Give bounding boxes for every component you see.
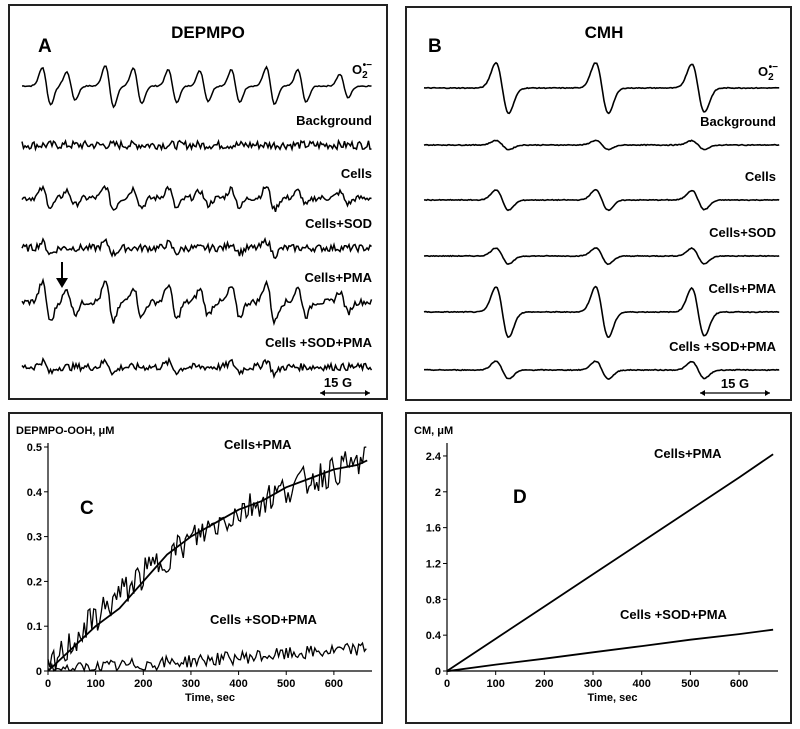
epr-trace-a-2: [21, 184, 372, 213]
panel-letter-d: D: [513, 487, 527, 508]
y-tick-label: 0: [36, 666, 42, 678]
arrow-down-icon: [56, 278, 68, 288]
series-line-cells-sod-pma: [47, 641, 367, 673]
series-line-cells-sod-pma: [446, 628, 774, 673]
y-tick-label: 2.4: [426, 451, 442, 463]
x-tick-label: 500: [277, 678, 295, 690]
epr-trace-b-0: [423, 61, 780, 115]
y-tick-label: 1.6: [426, 523, 441, 535]
series-label-cells-sod-pma: Cells +SOD+PMA: [210, 612, 318, 627]
trace-label-a: Background: [296, 113, 372, 128]
x-tick-label: 300: [584, 678, 602, 690]
scale-label-a: 15 G: [324, 375, 352, 390]
epr-trace-b-4: [423, 285, 780, 339]
x-tick-label: 100: [86, 678, 104, 690]
y-tick-label: 1.2: [426, 558, 441, 570]
epr-trace-b-1: [423, 139, 780, 151]
panel-title-cmh: CMH: [585, 23, 624, 42]
x-axis-label: Time, sec: [185, 692, 235, 704]
trace-label-b: Cells: [745, 169, 776, 184]
x-tick-label: 600: [730, 678, 748, 690]
y-axis-label: CM, μM: [414, 425, 453, 437]
epr-trace-b-3: [423, 247, 780, 266]
x-tick-label: 600: [325, 678, 343, 690]
epr-trace-a-0: [21, 65, 372, 109]
y-tick-label: 0.8: [426, 594, 441, 606]
series-label-cells-pma: Cells+PMA: [224, 437, 292, 452]
y-tick-label: 0.2: [27, 576, 42, 588]
epr-trace-a-3: [21, 236, 372, 260]
panel-d: [405, 412, 792, 724]
x-tick-label: 0: [444, 678, 450, 690]
trace-label-b: Cells +SOD+PMA: [669, 339, 777, 354]
trace-label-b: Background: [700, 114, 776, 129]
trace-label-radical: O2•−: [352, 60, 372, 81]
trace-label-a: Cells+SOD: [305, 216, 372, 231]
epr-trace-a-1: [21, 138, 372, 152]
y-tick-label: 2: [435, 487, 441, 499]
epr-trace-a-4: [21, 277, 373, 326]
x-tick-label: 200: [535, 678, 553, 690]
x-axis-label: Time, sec: [588, 692, 638, 704]
x-tick-label: 300: [182, 678, 200, 690]
y-tick-label: 0.4: [27, 487, 43, 499]
series-label-cells-pma: Cells+PMA: [654, 446, 722, 461]
panel-letter-b: B: [428, 36, 442, 57]
trace-label-a: Cells: [341, 166, 372, 181]
x-tick-label: 0: [45, 678, 51, 690]
series-line-cells-pma: [47, 459, 368, 672]
trace-label-b: Cells+SOD: [709, 225, 776, 240]
y-tick-label: 0.4: [426, 630, 442, 642]
panel-letter-c: C: [80, 498, 94, 519]
y-tick-label: 0.1: [27, 621, 42, 633]
series-line-cells-pma-noisy: [47, 446, 367, 671]
epr-trace-a-5: [21, 356, 373, 379]
series-line-cells-pma: [446, 453, 774, 672]
epr-trace-b-5: [424, 360, 780, 380]
y-tick-label: 0: [435, 666, 441, 678]
y-axis-label: DEPMPO-OOH, μM: [16, 425, 114, 437]
x-tick-label: 400: [633, 678, 651, 690]
trace-label-a: Cells +SOD+PMA: [265, 335, 373, 350]
trace-label-b: Cells+PMA: [708, 281, 776, 296]
x-tick-label: 100: [486, 678, 504, 690]
trace-label-a: Cells+PMA: [304, 270, 372, 285]
x-tick-label: 200: [134, 678, 152, 690]
y-tick-label: 0.5: [27, 442, 42, 454]
trace-label-radical: O2•−: [758, 62, 778, 83]
series-label-cells-sod-pma: Cells +SOD+PMA: [620, 607, 728, 622]
scale-bar-arrows-a: [320, 390, 370, 396]
x-tick-label: 400: [229, 678, 247, 690]
panel-letter-a: A: [38, 36, 52, 57]
x-tick-label: 500: [681, 678, 699, 690]
scale-label-b: 15 G: [721, 376, 749, 391]
panel-title-depmpo: DEPMPO: [171, 23, 245, 42]
epr-trace-b-2: [423, 188, 780, 212]
y-tick-label: 0.3: [27, 532, 42, 544]
